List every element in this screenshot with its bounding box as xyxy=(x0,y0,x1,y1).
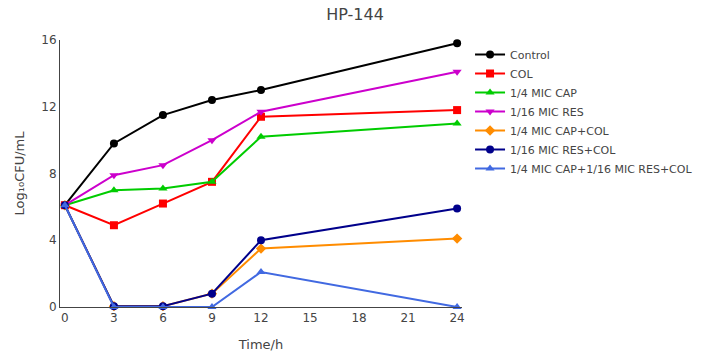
svg-text:8: 8 xyxy=(49,167,57,181)
svg-text:21: 21 xyxy=(400,311,415,325)
svg-text:1/16 MIC RES: 1/16 MIC RES xyxy=(510,106,584,119)
svg-text:0: 0 xyxy=(49,300,57,314)
svg-text:1/16 MIC RES+COL: 1/16 MIC RES+COL xyxy=(510,144,616,157)
svg-text:HP-144: HP-144 xyxy=(326,5,384,24)
svg-text:1/4 MIC CAP+COL: 1/4 MIC CAP+COL xyxy=(510,125,610,138)
svg-text:1/4 MIC CAP+1/16 MIC RES+COL: 1/4 MIC CAP+1/16 MIC RES+COL xyxy=(510,163,692,176)
svg-text:1/4 MIC CAP: 1/4 MIC CAP xyxy=(510,87,577,100)
svg-text:Time/h: Time/h xyxy=(238,337,283,352)
svg-text:COL: COL xyxy=(510,68,533,81)
svg-text:0: 0 xyxy=(61,311,69,325)
svg-text:12: 12 xyxy=(253,311,268,325)
svg-text:24: 24 xyxy=(449,311,464,325)
svg-text:12: 12 xyxy=(41,100,56,114)
svg-text:4: 4 xyxy=(49,233,57,247)
svg-text:18: 18 xyxy=(351,311,366,325)
svg-text:Log₁₀CFU/mL: Log₁₀CFU/mL xyxy=(12,131,27,216)
svg-text:6: 6 xyxy=(159,311,167,325)
svg-text:Control: Control xyxy=(510,49,550,62)
svg-text:16: 16 xyxy=(41,33,56,47)
svg-text:3: 3 xyxy=(110,311,118,325)
svg-text:9: 9 xyxy=(208,311,216,325)
svg-text:15: 15 xyxy=(302,311,317,325)
